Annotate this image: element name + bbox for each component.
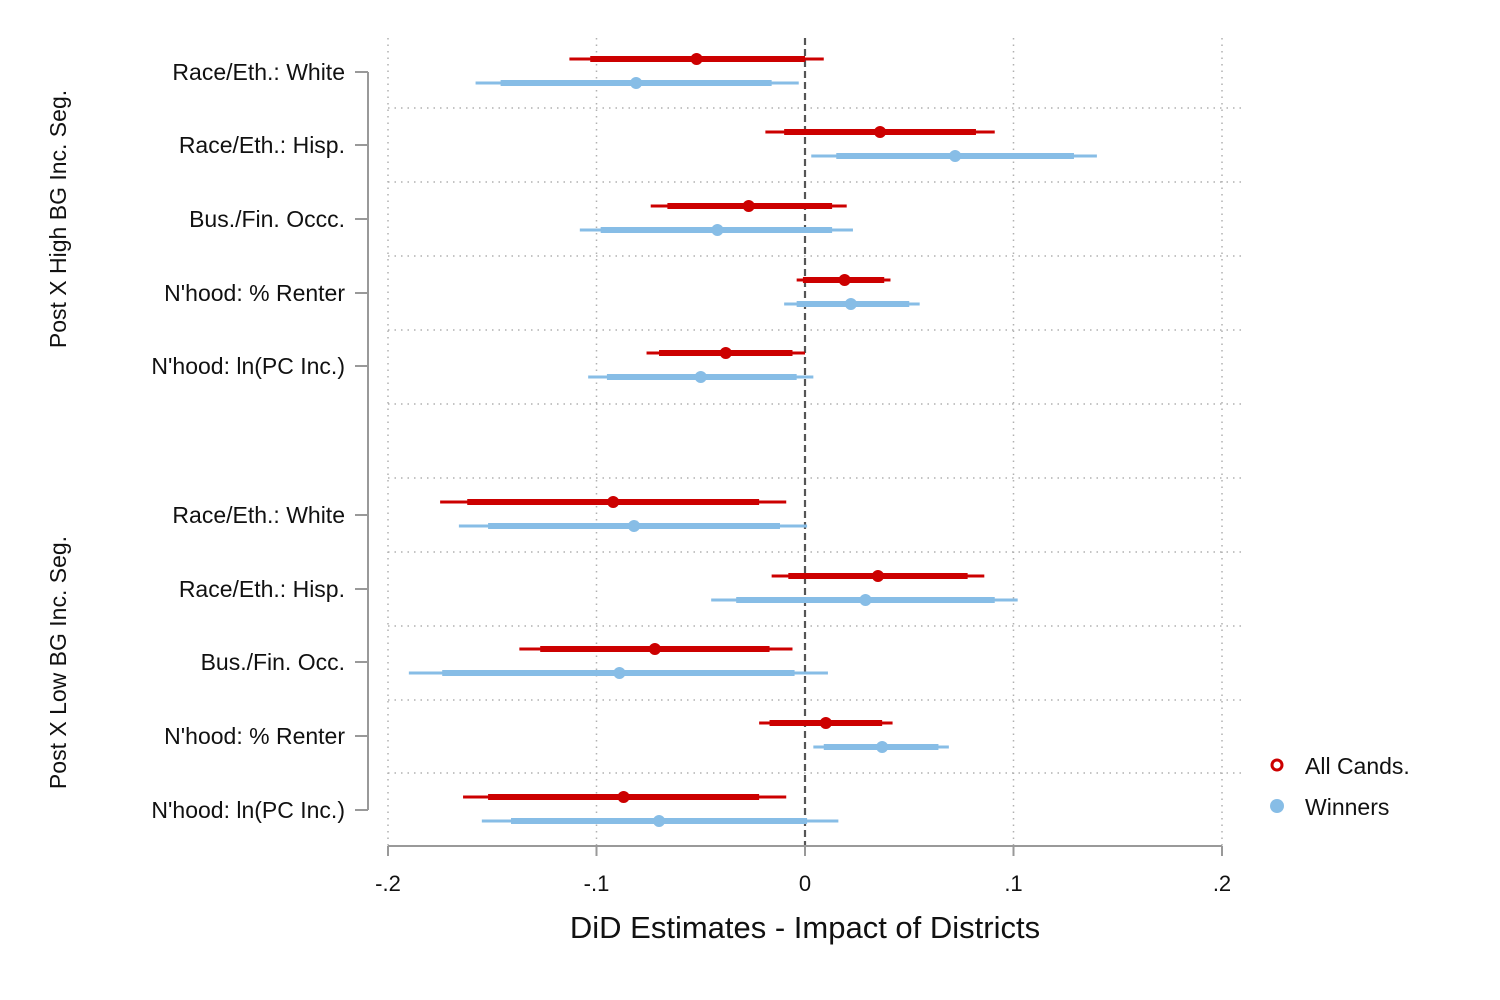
row-label: Race/Eth.: White xyxy=(172,59,345,85)
point-win xyxy=(876,741,889,753)
legend-label: All Cands. xyxy=(1305,753,1410,779)
point-all xyxy=(871,570,884,582)
row-label: Race/Eth.: White xyxy=(172,502,345,528)
x-tick-label: .1 xyxy=(1004,871,1022,896)
x-tick-label: 0 xyxy=(799,871,811,896)
point-all xyxy=(742,200,755,212)
row-label: N'hood: % Renter xyxy=(164,723,345,749)
row-label: Race/Eth.: Hisp. xyxy=(179,132,345,158)
point-win xyxy=(859,594,872,606)
point-all xyxy=(719,347,732,359)
point-win xyxy=(844,298,857,310)
group-label: Post X High BG Inc. Seg. xyxy=(45,90,71,348)
point-win xyxy=(628,520,641,532)
point-all xyxy=(838,274,851,286)
point-win xyxy=(694,371,707,383)
row-label: Bus./Fin. Occ. xyxy=(201,649,345,675)
point-win xyxy=(613,667,626,679)
labels: DiD Estimates - Impact of Districts -.2 -… xyxy=(45,59,1231,945)
group-label: Post X Low BG Inc. Seg. xyxy=(45,536,71,789)
x-tick-label: -.1 xyxy=(584,871,610,896)
point-all xyxy=(819,717,832,729)
point-all xyxy=(874,126,887,138)
x-tick-label: -.2 xyxy=(375,871,401,896)
legend: All Cands. Winners xyxy=(1270,753,1410,820)
legend-marker-all xyxy=(1270,758,1284,772)
point-win xyxy=(630,77,643,89)
legend-label: Winners xyxy=(1305,794,1389,820)
row-label: Race/Eth.: Hisp. xyxy=(179,576,345,602)
point-win xyxy=(949,150,962,162)
data-marks xyxy=(408,53,1097,827)
row-label: N'hood: ln(PC Inc.) xyxy=(151,797,345,823)
axes xyxy=(355,71,1223,856)
x-tick-label: .2 xyxy=(1213,871,1231,896)
x-axis-title: DiD Estimates - Impact of Districts xyxy=(570,910,1040,945)
point-all xyxy=(690,53,703,65)
row-label: Bus./Fin. Occc. xyxy=(189,206,345,232)
gridlines xyxy=(387,38,1242,846)
point-win xyxy=(653,815,666,827)
point-all xyxy=(617,791,630,803)
row-label: N'hood: ln(PC Inc.) xyxy=(151,353,345,379)
legend-marker-win xyxy=(1270,799,1284,813)
point-all xyxy=(607,496,620,508)
point-all xyxy=(648,643,661,655)
row-label: N'hood: % Renter xyxy=(164,280,345,306)
point-win xyxy=(711,224,724,236)
